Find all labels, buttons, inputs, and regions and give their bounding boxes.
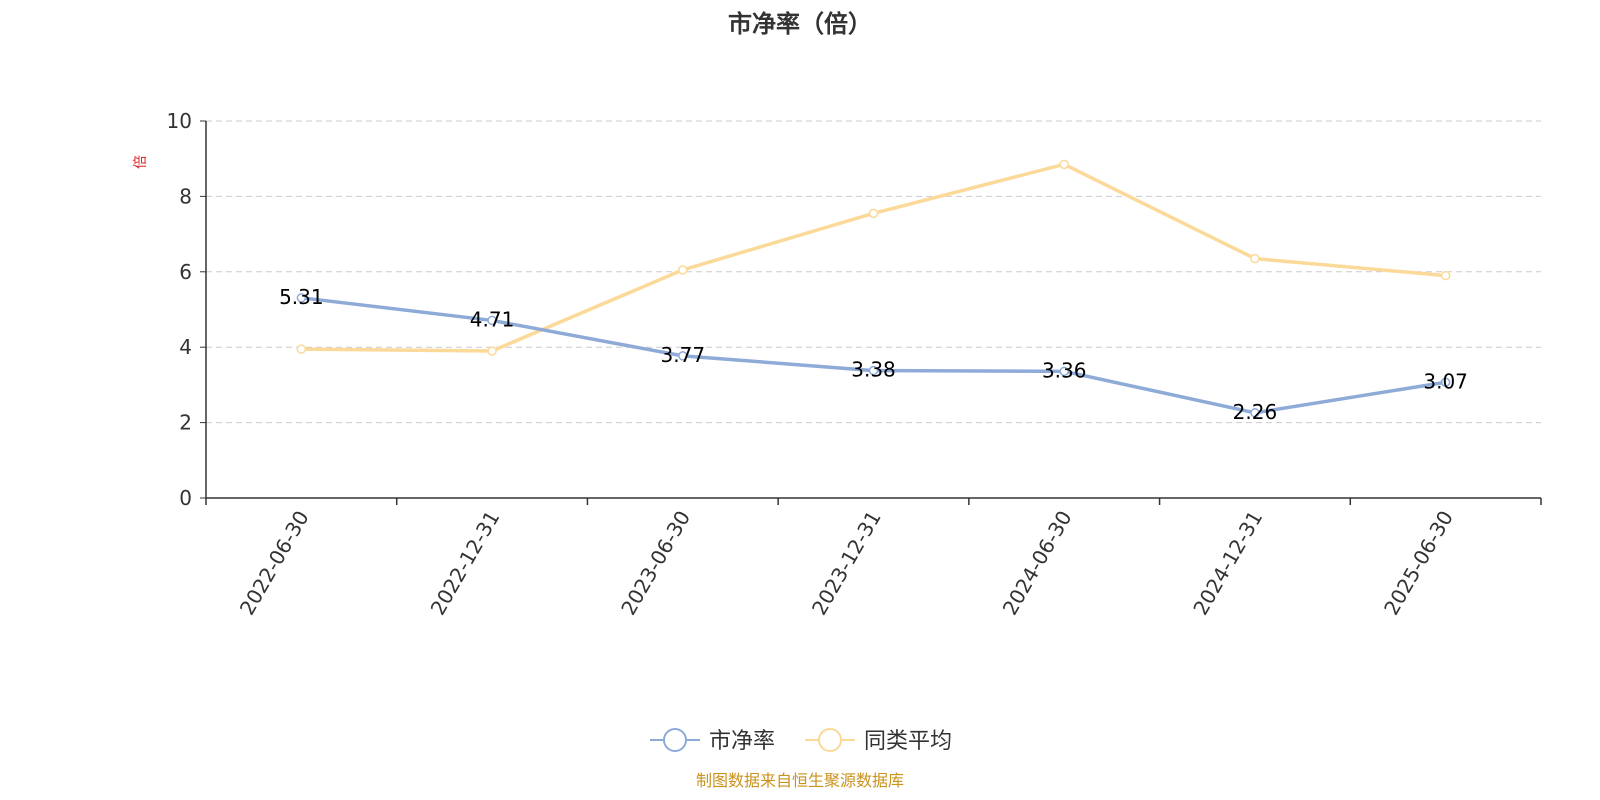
series-layer bbox=[296, 159, 1451, 418]
data-source-note: 制图数据来自恒生聚源数据库 bbox=[696, 771, 904, 790]
series-0-point bbox=[1440, 377, 1451, 388]
axes bbox=[205, 121, 1541, 499]
legend-label: 同类平均 bbox=[864, 729, 952, 754]
series-1-point bbox=[296, 344, 307, 354]
y-axis-unit: 倍 bbox=[133, 155, 149, 169]
y-tick-label: 10 bbox=[167, 109, 192, 133]
x-axis-ticks: 2022-06-30 2022-12-31 2023-06-30 2023-12-31… bbox=[205, 498, 1542, 620]
data-label: 4.71 bbox=[470, 307, 515, 331]
data-label: 2.26 bbox=[1233, 400, 1278, 424]
x-tick-label: 2024-06-30 bbox=[998, 507, 1077, 620]
y-axis-ticks: 0 2 4 6 8 10 bbox=[167, 109, 206, 510]
data-label: 3.07 bbox=[1423, 369, 1468, 393]
x-tick-label: 2024-12-31 bbox=[1188, 507, 1267, 620]
y-tick-label: 0 bbox=[179, 486, 192, 510]
y-tick-label: 2 bbox=[179, 411, 192, 435]
y-tick-label: 8 bbox=[179, 184, 192, 208]
data-label: 3.38 bbox=[851, 358, 896, 382]
series-1-point bbox=[1250, 253, 1260, 264]
chart-title: 市净率（倍） bbox=[728, 10, 872, 38]
x-tick-label: 2023-06-30 bbox=[616, 507, 695, 620]
data-labels: 5.31 4.71 3.77 3.38 3.36 2.26 3.07 bbox=[279, 285, 1468, 424]
data-label: 3.36 bbox=[1042, 358, 1087, 382]
x-tick-label: 2022-06-30 bbox=[235, 507, 314, 620]
series-1-point bbox=[487, 346, 497, 356]
series-0-point bbox=[678, 351, 688, 361]
data-label: 3.77 bbox=[661, 343, 706, 367]
series-1-point bbox=[678, 265, 688, 275]
y-tick-label: 4 bbox=[179, 335, 192, 359]
grid-lines bbox=[206, 120, 1541, 424]
x-tick-label: 2023-12-31 bbox=[807, 507, 886, 620]
x-tick-label: 2022-12-31 bbox=[425, 507, 504, 620]
x-tick-label: 2025-06-30 bbox=[1379, 507, 1458, 620]
series-0-point bbox=[487, 315, 497, 326]
legend-item-1[interactable]: 同类平均 bbox=[805, 728, 952, 754]
series-0-point bbox=[296, 293, 307, 303]
series-0-point bbox=[1250, 408, 1260, 418]
series-1-point bbox=[1059, 159, 1069, 170]
legend[interactable]: 市净率 同类平均 bbox=[650, 728, 952, 754]
legend-marker bbox=[663, 728, 687, 752]
data-label: 5.31 bbox=[279, 285, 324, 309]
y-tick-label: 6 bbox=[179, 260, 192, 284]
legend-item-0[interactable]: 市净率 bbox=[650, 728, 775, 754]
legend-marker bbox=[818, 728, 842, 752]
series-0-point bbox=[1059, 366, 1069, 377]
legend-label: 市净率 bbox=[709, 729, 775, 754]
series-1-point bbox=[1440, 270, 1451, 281]
series-1-point bbox=[868, 208, 879, 219]
series-0-point bbox=[868, 365, 879, 376]
